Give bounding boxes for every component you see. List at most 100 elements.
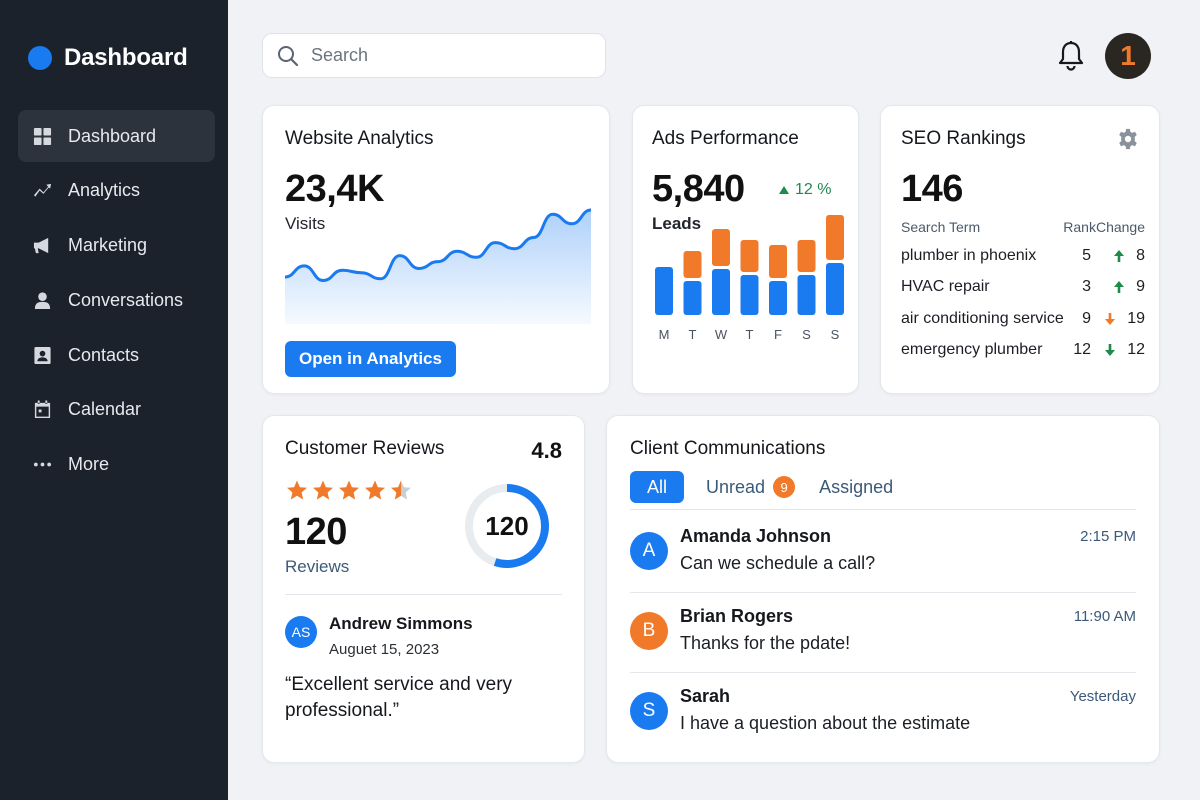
search-term: HVAC repair: [901, 278, 990, 296]
grid-icon: [32, 126, 52, 146]
x-tick-label: T: [746, 327, 754, 342]
list-item[interactable]: S Sarah I have a question about the estima…: [630, 686, 1138, 746]
review-quote: “Excellent service and very professional…: [285, 674, 513, 721]
sidebar-nav: Dashboard Analytics Marketing Conversati…: [18, 110, 215, 494]
trend-area: [285, 210, 591, 324]
change-value: 12: [1127, 341, 1145, 359]
trend-icon: [32, 181, 52, 201]
star-icon: [287, 480, 307, 500]
bar-segment-primary: [797, 275, 816, 315]
ring-value: 120: [485, 510, 529, 541]
x-tick-label: T: [689, 327, 697, 342]
review-count: 120: [285, 511, 347, 553]
open-in-analytics-button[interactable]: Open in Analytics: [285, 341, 456, 377]
sidebar-item-more[interactable]: More: [18, 439, 215, 491]
arrow-up-icon: [1114, 281, 1125, 294]
bar-segment-secondary: [712, 229, 730, 266]
gear-icon[interactable]: [1117, 128, 1139, 150]
more-dots-icon: [32, 455, 52, 475]
client-communications-card: Client Communications All Unread 9 Assig…: [606, 415, 1160, 763]
search-input[interactable]: [311, 45, 571, 66]
tab-unread[interactable]: Unread 9: [706, 471, 796, 503]
leads-change-value: 12 %: [795, 181, 832, 198]
bar-segment-secondary: [740, 240, 759, 272]
sender-name: Amanda Johnson: [680, 526, 832, 546]
seo-rankings-card: SEO Rankings 146 Search Term Rank Change…: [880, 105, 1160, 394]
contact-card-icon: [32, 345, 52, 365]
visits-value: 23,4K: [285, 168, 384, 210]
message-tabs: All Unread 9 Assigned: [630, 471, 893, 503]
sidebar-item-label: Analytics: [68, 180, 141, 201]
sidebar-item-label: Contacts: [68, 344, 140, 365]
search-term: plumber in phoenix: [901, 246, 1037, 264]
message-preview: I have a question about the estimate: [680, 713, 971, 733]
arrow-up-icon: [779, 186, 789, 194]
x-tick-label: S: [802, 327, 811, 342]
search-icon: [278, 45, 299, 66]
rank-value: 12: [1073, 341, 1091, 359]
arrow-down-icon: [1105, 312, 1116, 325]
divider: [630, 509, 1136, 510]
brand-logo-icon: [28, 46, 52, 70]
change-cell: 12: [1101, 341, 1145, 359]
x-tick-label: W: [715, 327, 728, 342]
bar-segment-primary: [655, 267, 673, 315]
x-tick-label: M: [659, 327, 670, 342]
table-row[interactable]: plumber in phoenix 5 8: [901, 240, 1145, 272]
rank-value: 9: [1082, 309, 1091, 327]
card-title: Customer Reviews: [285, 438, 445, 459]
leads-label: Leads: [652, 214, 702, 233]
sender-name: Sarah: [680, 686, 731, 706]
seo-table: Search Term Rank Change plumber in phoen…: [901, 214, 1145, 366]
visits-trend-chart: [285, 208, 591, 324]
star-icon: [313, 480, 333, 500]
calendar-icon: [32, 400, 52, 420]
divider: [630, 592, 1136, 593]
bar-segment-secondary: [797, 240, 816, 272]
sidebar: Dashboard Dashboard Analytics Marketing …: [0, 0, 228, 800]
card-title: Ads Performance: [652, 128, 799, 149]
website-analytics-card: Website Analytics 23,4K Visits Open in A…: [262, 105, 610, 394]
leads-value: 5,840: [652, 168, 745, 210]
review-progress-ring: [465, 484, 549, 568]
reviewer-name: Andrew Simmons: [329, 614, 473, 633]
list-item[interactable]: B Brian Rogers Thanks for the pdate! 11:90 …: [630, 606, 1138, 666]
header-rank: Rank: [1063, 219, 1096, 235]
table-row[interactable]: air conditioning service 9 19: [901, 303, 1145, 335]
seo-table-body: plumber in phoenix 5 8 HVAC repair 3 9 air con…: [901, 240, 1145, 366]
user-avatar[interactable]: 1: [1105, 33, 1151, 79]
search-box[interactable]: [262, 33, 606, 78]
tab-assigned[interactable]: Assigned: [819, 476, 894, 497]
sidebar-item-label: Conversations: [68, 289, 184, 310]
bar-segment-secondary: [683, 251, 702, 278]
sidebar-item-analytics[interactable]: Analytics: [18, 165, 215, 217]
bar-segment-primary: [683, 281, 702, 315]
table-row[interactable]: emergency plumber 12 12: [901, 335, 1145, 367]
header-change: Change: [1095, 219, 1145, 235]
table-row[interactable]: HVAC repair 3 9: [901, 272, 1145, 304]
avatar: S: [630, 692, 668, 730]
person-icon: [32, 290, 52, 310]
sender-name: Brian Rogers: [680, 606, 794, 626]
sidebar-item-label: More: [68, 454, 110, 475]
visits-label: Visits: [285, 214, 326, 233]
sidebar-item-conversations[interactable]: Conversations: [18, 274, 215, 326]
change-cell: 9: [1101, 278, 1145, 296]
tab-all[interactable]: All: [630, 471, 685, 503]
brand-title: Dashboard: [64, 44, 188, 71]
header-search-term: Search Term: [901, 219, 981, 235]
customer-reviews-card: Customer Reviews 4.8 120 Reviews 120 AS …: [262, 415, 585, 763]
sidebar-item-calendar[interactable]: Calendar: [18, 384, 215, 436]
review-date: Auguet 15, 2023: [329, 641, 440, 658]
message-preview: Thanks for the pdate!: [680, 633, 851, 653]
sidebar-item-dashboard[interactable]: Dashboard: [18, 110, 215, 162]
review-count-label: Reviews: [285, 557, 350, 576]
change-value: 9: [1136, 278, 1145, 296]
sidebar-item-marketing[interactable]: Marketing: [18, 220, 215, 272]
list-item[interactable]: A Amanda Johnson Can we schedule a call? 2:…: [630, 526, 1138, 586]
bell-icon[interactable]: [1056, 40, 1086, 72]
sidebar-item-contacts[interactable]: Contacts: [18, 329, 215, 381]
rank-value: 5: [1082, 246, 1091, 264]
change-cell: 19: [1101, 310, 1145, 328]
